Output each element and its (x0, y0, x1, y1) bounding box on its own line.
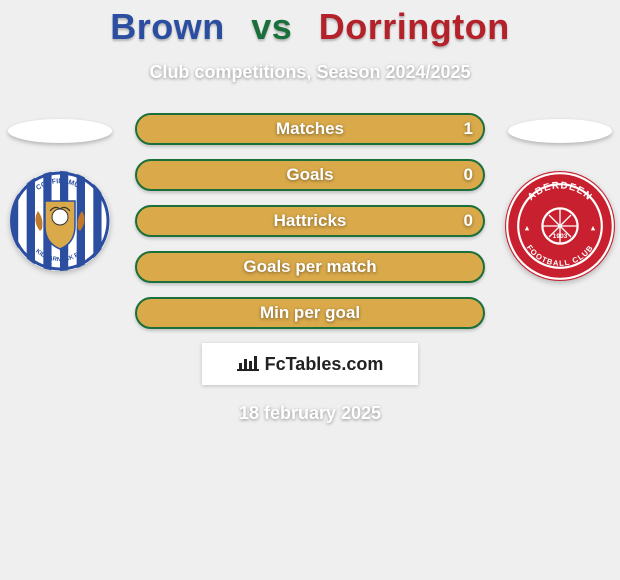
title-player2: Dorrington (319, 6, 510, 47)
right-side: ABERDEEN FOOTBALL CLUB 1903 (500, 113, 620, 281)
date-text: 18 february 2025 (135, 403, 485, 424)
stats-column: Matches1Goals0Hattricks0Goals per matchM… (135, 113, 485, 424)
stat-row: Goals per match (135, 251, 485, 283)
right-club-crest: ABERDEEN FOOTBALL CLUB 1903 (505, 171, 615, 281)
subtitle: Club competitions, Season 2024/2025 (0, 62, 620, 83)
brand-box: FcTables.com (202, 343, 418, 385)
title-vs: vs (251, 6, 292, 47)
stat-row: Min per goal (135, 297, 485, 329)
stat-label: Goals per match (137, 253, 483, 281)
stat-label: Min per goal (137, 299, 483, 327)
svg-text:1903: 1903 (553, 233, 568, 240)
right-photo-oval (508, 119, 612, 143)
stat-label: Hattricks (137, 207, 483, 235)
left-club-crest: CONFIDEMUS KILMARNOCK F.C. (10, 171, 110, 271)
brand-chart-icon (237, 353, 259, 376)
stat-row: Hattricks0 (135, 205, 485, 237)
stat-row: Goals0 (135, 159, 485, 191)
stat-label: Goals (137, 161, 483, 189)
stat-row: Matches1 (135, 113, 485, 145)
main-layout: CONFIDEMUS KILMARNOCK F.C. ABERDEEN FOOT… (0, 113, 620, 424)
title-player1: Brown (110, 6, 225, 47)
brand-text: FcTables.com (265, 354, 384, 375)
stat-value-right: 0 (464, 161, 473, 189)
comparison-title: Brown vs Dorrington (0, 0, 620, 48)
stats-container: Matches1Goals0Hattricks0Goals per matchM… (135, 113, 485, 329)
stat-value-right: 0 (464, 207, 473, 235)
stat-value-right: 1 (464, 115, 473, 143)
left-photo-oval (8, 119, 112, 143)
left-side: CONFIDEMUS KILMARNOCK F.C. (0, 113, 120, 271)
stat-label: Matches (137, 115, 483, 143)
